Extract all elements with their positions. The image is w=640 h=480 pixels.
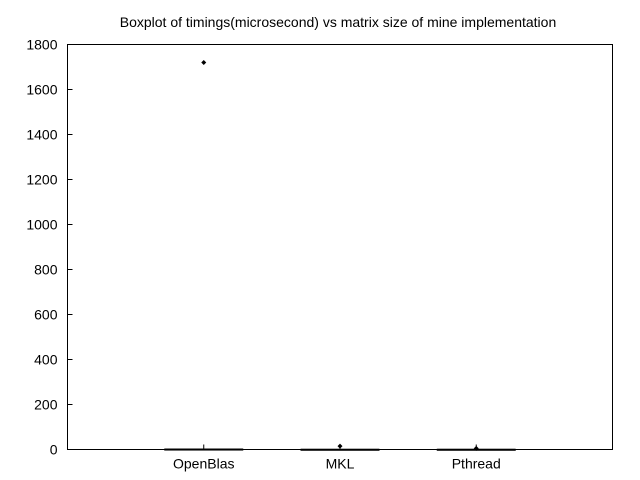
- y-tick-label: 800: [34, 262, 58, 278]
- boxes-group: [164, 60, 516, 451]
- x-tick-label: MKL: [326, 456, 355, 472]
- chart-title: Boxplot of timings(microsecond) vs matri…: [120, 14, 557, 30]
- box-pthread: [436, 445, 516, 451]
- y-axis: 0 200 400 600 800 1000 1200 1400 1600 1800: [26, 37, 73, 458]
- plot-area-frame: [67, 44, 613, 450]
- x-tick-label: OpenBlas: [173, 456, 234, 472]
- outlier-point: [337, 443, 343, 449]
- box-mkl: [300, 443, 380, 451]
- y-tick-label: 1600: [26, 82, 57, 98]
- y-tick-label: 400: [34, 352, 58, 368]
- y-tick-label: 1400: [26, 127, 57, 143]
- x-axis: OpenBlas MKL Pthread: [173, 444, 501, 472]
- y-tick-label: 1000: [26, 217, 57, 233]
- x-tick-label: Pthread: [452, 456, 501, 472]
- y-tick-label: 1200: [26, 172, 57, 188]
- y-tick-label: 200: [34, 397, 58, 413]
- y-tick-label: 600: [34, 307, 58, 323]
- outlier-point: [473, 445, 479, 451]
- outlier-point: [201, 60, 207, 65]
- box-openblas: [164, 60, 244, 451]
- y-tick-label: 1800: [26, 37, 57, 53]
- y-tick-label: 0: [50, 442, 58, 458]
